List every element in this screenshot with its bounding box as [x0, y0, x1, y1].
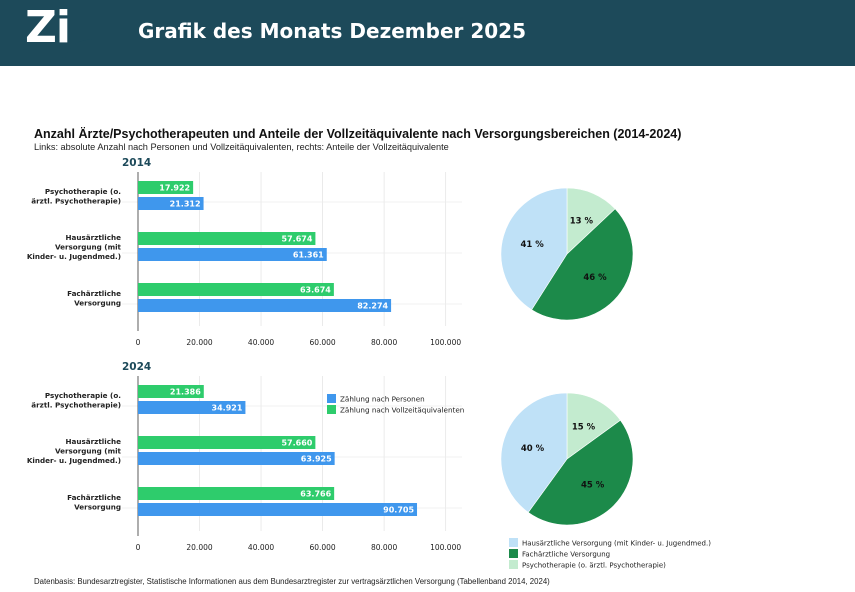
bar-data-label: 34.921 [212, 404, 243, 413]
category-label: Versorgung (mit [55, 243, 122, 252]
category-label: ärztl. Psychotherapie) [31, 196, 121, 205]
pie-slice [566, 392, 621, 460]
pie-legend-label: Psychotherapie (o. ärztl. Psychotherapie… [522, 562, 666, 570]
chart-subtitle: Links: absolute Anzahl nach Personen und… [34, 142, 449, 152]
bar-data-label: 90.705 [383, 506, 414, 515]
category-label: Versorgung (mit [55, 447, 122, 456]
x-tick-label: 80.000 [371, 543, 397, 552]
category-label: Kinder- u. Jugendmed.) [27, 456, 121, 465]
pie-slice [500, 187, 568, 311]
bar-data-label: 17.922 [159, 184, 190, 193]
bar-personen [138, 401, 246, 414]
x-tick-label: 0 [136, 543, 141, 552]
x-tick-label: 100.000 [430, 543, 461, 552]
x-tick-label: 100.000 [430, 338, 461, 347]
bar-vollzeitaequivalente [138, 181, 194, 194]
pie-slice-label: 13 % [570, 217, 594, 227]
pie-slice-label: 40 % [521, 444, 545, 454]
bar-personen [138, 452, 335, 465]
pie-legend-swatch [509, 538, 518, 547]
category-label: Hausärztliche [66, 437, 122, 446]
bar-data-label: 63.925 [301, 455, 332, 464]
pie-legend-swatch [509, 560, 518, 569]
bar-personen [138, 248, 327, 261]
category-label: ärztl. Psychotherapie) [31, 400, 121, 409]
bar-data-label: 57.674 [282, 235, 313, 244]
bar-data-label: 63.766 [300, 490, 331, 499]
logo-tab-shape [23, 0, 92, 63]
bar-data-label: 57.660 [281, 439, 312, 448]
category-label: Fachärztliche [67, 493, 121, 502]
pie-slice [500, 392, 568, 513]
category-label: Versorgung [74, 502, 121, 511]
bar-data-label: 63.674 [300, 286, 331, 295]
header-bar: Zi Grafik des Monats Dezember 2025 [0, 0, 855, 66]
pie-slice [531, 208, 634, 321]
pie-slice-label: 46 % [583, 273, 607, 283]
legend-label: Zählung nach Personen [340, 395, 425, 404]
x-tick-label: 60.000 [309, 543, 335, 552]
pie-legend-label: Hausärztliche Versorgung (mit Kinder- u.… [522, 540, 711, 548]
x-tick-label: 20.000 [186, 338, 212, 347]
legend-swatch [327, 405, 336, 414]
x-tick-label: 20.000 [186, 543, 212, 552]
category-label: Psychotherapie (o. [45, 187, 121, 196]
category-label: Psychotherapie (o. [45, 391, 121, 400]
bar-vollzeitaequivalente [138, 385, 204, 398]
category-label: Kinder- u. Jugendmed.) [27, 252, 121, 261]
x-tick-label: 60.000 [309, 338, 335, 347]
chart-title: Anzahl Ärzte/Psychotherapeuten und Antei… [34, 127, 682, 141]
bar-vollzeitaequivalente [138, 436, 316, 449]
legend-swatch [327, 394, 336, 403]
data-source-note: Datenbasis: Bundesarztregister, Statisti… [34, 577, 550, 586]
bar-personen [138, 197, 204, 210]
x-tick-label: 40.000 [248, 338, 274, 347]
bar-chart-year-label: 2014 [122, 157, 151, 169]
pie-slice-label: 15 % [572, 423, 596, 433]
category-label: Hausärztliche [66, 233, 122, 242]
x-tick-label: 0 [136, 338, 141, 347]
category-label: Versorgung [74, 298, 121, 307]
bar-data-label: 21.312 [170, 200, 201, 209]
header-title: Grafik des Monats Dezember 2025 [138, 19, 526, 43]
bar-vollzeitaequivalente [138, 283, 334, 296]
bar-vollzeitaequivalente [138, 487, 335, 500]
bar-data-label: 21.386 [170, 388, 201, 397]
bar-vollzeitaequivalente [138, 232, 316, 245]
zi-logo: Zi [25, 2, 71, 53]
bar-data-label: 61.361 [293, 251, 324, 260]
pie-legend-label: Fachärztliche Versorgung [522, 551, 610, 559]
pie-slice-label: 45 % [581, 481, 605, 491]
legend-label: Zählung nach Vollzeitäquivalenten [340, 406, 464, 415]
category-label: Fachärztliche [67, 289, 121, 298]
pie-legend-swatch [509, 549, 518, 558]
x-tick-label: 40.000 [248, 543, 274, 552]
x-tick-label: 80.000 [371, 338, 397, 347]
pie-slice-label: 41 % [520, 240, 544, 250]
bar-chart-year-label: 2024 [122, 361, 151, 373]
bar-personen [138, 299, 392, 312]
bar-personen [138, 503, 418, 516]
bar-data-label: 82.274 [357, 302, 388, 311]
pie-slice [527, 419, 634, 526]
